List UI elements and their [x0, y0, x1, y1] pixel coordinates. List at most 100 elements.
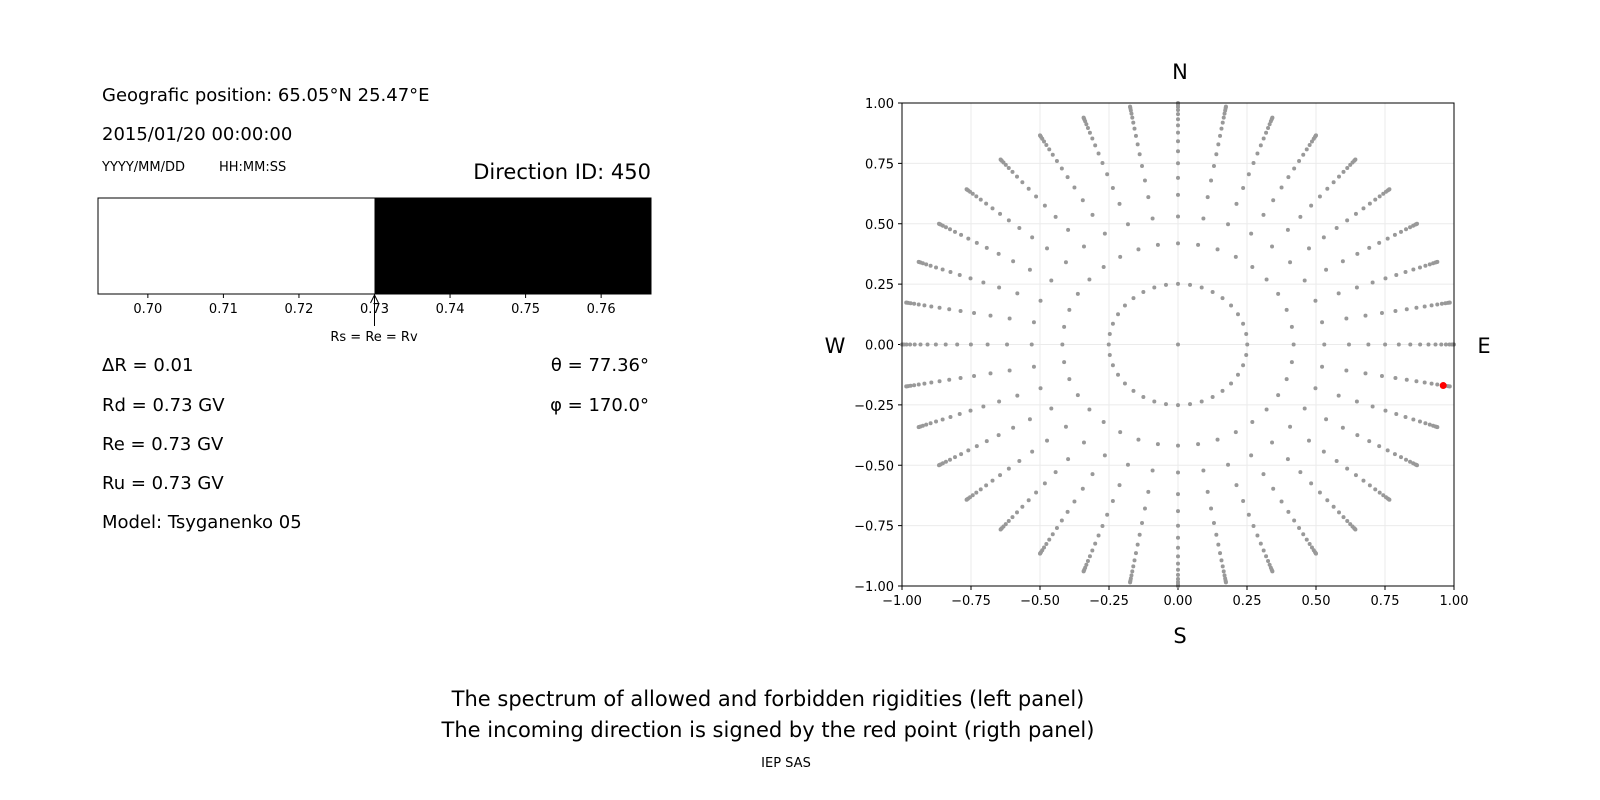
direction-point: [988, 313, 993, 318]
direction-point: [1220, 388, 1225, 393]
direction-point: [1377, 444, 1382, 449]
direction-point: [1196, 242, 1201, 247]
direction-point: [1131, 296, 1136, 301]
direction-point: [1050, 152, 1055, 157]
y-tick-label: 0.50: [865, 218, 894, 233]
direction-point: [1336, 291, 1341, 296]
direction-point: [1251, 524, 1256, 529]
direction-point: [1142, 178, 1147, 183]
direction-point: [1150, 468, 1155, 473]
direction-point: [1414, 379, 1419, 384]
direction-point: [912, 383, 917, 388]
x-tick-label: 0.00: [1164, 594, 1193, 609]
direction-point: [1176, 161, 1180, 166]
direction-point: [1385, 448, 1390, 453]
direction-point: [974, 490, 979, 495]
direction-point: [943, 459, 948, 464]
x-tick-label: 0.76: [587, 302, 616, 317]
direction-point: [916, 382, 921, 387]
direction-point: [1044, 542, 1049, 547]
direction-point: [1063, 260, 1068, 265]
direction-point: [1216, 142, 1221, 147]
direction-point: [1176, 509, 1180, 514]
direction-point: [1176, 443, 1180, 448]
direction-point: [1034, 194, 1039, 199]
direction-point: [1219, 126, 1224, 131]
direction-point: [1286, 509, 1291, 514]
direction-point: [1054, 525, 1059, 530]
direction-point: [936, 221, 941, 226]
direction-point: [1241, 499, 1246, 504]
direction-point: [1176, 192, 1180, 197]
direction-point: [1233, 254, 1238, 259]
direction-point: [1345, 466, 1350, 471]
x-tick-label: −0.25: [1089, 594, 1129, 609]
direction-point: [1081, 569, 1086, 574]
direction-point: [1408, 459, 1413, 464]
direction-point: [1130, 115, 1135, 120]
direction-point: [1317, 490, 1322, 495]
direction-point: [1340, 425, 1345, 430]
y-tick-label: −1.00: [854, 580, 894, 595]
direction-point: [1336, 393, 1341, 398]
direction-point: [1038, 386, 1043, 391]
direction-point: [1059, 518, 1064, 523]
direction-point: [1026, 186, 1031, 191]
direction-point: [1345, 518, 1350, 523]
direction-point: [1201, 468, 1206, 473]
direction-point: [929, 380, 934, 385]
direction-point: [922, 303, 927, 308]
direction-point: [943, 225, 948, 230]
direction-point: [1042, 203, 1047, 208]
direction-point: [1141, 290, 1146, 295]
direction-point: [1304, 537, 1309, 542]
direction-point: [1132, 558, 1137, 563]
direction-point: [998, 473, 1003, 478]
direction-point: [1284, 377, 1289, 382]
direction-point: [1130, 569, 1135, 574]
y-tick-label: −0.25: [854, 399, 894, 414]
direction-point: [955, 342, 960, 347]
x-tick-label: −1.00: [882, 594, 922, 609]
direction-point: [1176, 139, 1180, 144]
direction-point: [1060, 342, 1065, 347]
direction-point: [1398, 455, 1403, 460]
compass-south: S: [1173, 624, 1186, 648]
compass-east: E: [1477, 334, 1490, 358]
direction-point: [1118, 430, 1123, 435]
direction-point: [1176, 112, 1180, 117]
direction-point: [1122, 381, 1127, 386]
direction-point: [922, 381, 927, 386]
direction-point: [1447, 300, 1452, 305]
direction-point: [1334, 458, 1339, 463]
direction-point: [996, 433, 1001, 438]
direction-point: [1081, 440, 1086, 445]
direction-point: [1313, 298, 1318, 303]
direction-point: [1370, 404, 1375, 409]
direction-point: [934, 419, 939, 424]
direction-point: [1054, 159, 1059, 164]
direction-point: [1251, 160, 1256, 165]
direction-point: [1011, 259, 1016, 264]
direction-point: [1030, 235, 1035, 240]
direction-point: [1398, 229, 1403, 234]
direction-point: [947, 377, 952, 382]
direction-point: [947, 307, 952, 312]
direction-point: [1313, 551, 1318, 556]
direction-point: [1110, 363, 1115, 368]
direction-point: [1443, 342, 1448, 347]
direction-point: [1090, 136, 1095, 141]
compass-west: W: [825, 334, 846, 358]
direction-point: [985, 342, 990, 347]
direction-point: [1053, 214, 1058, 219]
direction-point: [1125, 462, 1130, 467]
direction-point: [1072, 499, 1077, 504]
direction-point: [968, 276, 973, 281]
direction-point: [1379, 311, 1384, 316]
direction-point: [1404, 377, 1409, 382]
direction-point: [1044, 142, 1049, 147]
direction-point: [1116, 372, 1121, 377]
direction-point: [1107, 353, 1112, 358]
direction-point: [1087, 407, 1092, 412]
direction-point: [1383, 342, 1388, 347]
